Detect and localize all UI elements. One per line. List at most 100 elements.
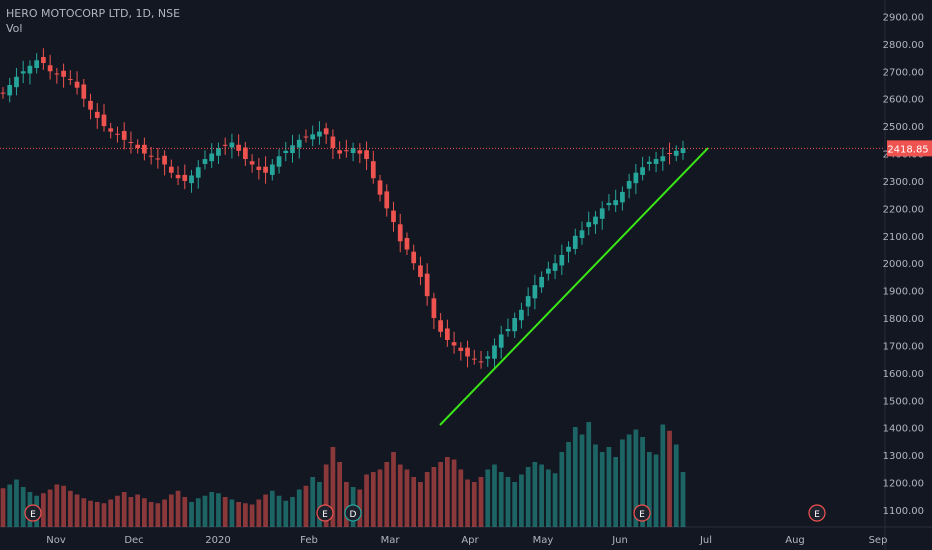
candle-body [202,159,208,164]
candle-body [216,148,221,156]
candle-body [545,268,551,274]
candle-body [620,191,625,203]
candle-body [626,180,632,189]
volume-bar [41,493,46,527]
volume-bar [606,447,612,527]
x-tick-label: Mar [381,535,401,546]
volume-bar [344,482,349,527]
candle-body [552,263,558,271]
candle-body [283,150,289,153]
candle-body [310,134,316,140]
volume-bar [445,457,450,527]
volume-label: Vol [6,22,23,35]
event-marker-e [316,504,334,522]
volume-bar [283,500,289,527]
volume-bar [680,472,686,527]
candle-body [148,155,154,157]
volume-bar [653,454,659,527]
volume-bar [81,498,87,527]
volume-bar [310,477,316,527]
last-price-badge [887,140,932,157]
candle-body [646,161,652,164]
volume-bar [74,494,80,527]
volume-bar [128,497,134,527]
candle-body [74,81,80,88]
volume-bar [458,469,464,527]
volume-bar [512,482,518,527]
volume-bar [377,469,383,527]
symbol-title: HERO MOTOCORP LTD, 1D, NSE [6,7,181,20]
candle-body [263,166,268,173]
volume-bar [115,495,120,527]
volume-bar [202,495,208,527]
candle-body [81,84,87,99]
candle-body [485,356,491,359]
candle-body [633,172,639,184]
volume-bar [243,503,248,527]
volume-bar [14,479,19,527]
volume-bar [384,462,390,527]
volume-bar [182,497,188,527]
y-tick-label: 1400.00 [883,424,924,435]
volume-bar [438,462,443,527]
y-tick-label: 2800.00 [883,40,924,51]
volume-bar [54,484,60,527]
volume-bar [559,452,565,527]
y-tick-label: 1100.00 [883,506,924,517]
x-tick-label: Aug [785,535,805,546]
candle-body [532,285,538,299]
volume-bar [505,477,511,527]
volume-bar [626,434,632,527]
volume-bar [108,499,114,527]
candle-body [195,167,201,178]
candle-body [236,144,241,151]
volume-bar [640,437,645,527]
volume-bar [673,444,679,527]
volume-bar [323,464,329,527]
candle-body [344,150,349,152]
volume-bar [7,484,13,527]
volume-bar [88,500,93,527]
volume-bar [276,495,282,527]
candle-body [142,144,147,154]
candle-body [579,230,585,238]
candle-body [525,296,531,307]
volume-bar [519,474,524,527]
candle-body [397,224,403,242]
volume-bar [229,499,235,527]
event-marker-d [344,504,362,522]
event-marker-e [633,504,651,522]
volume-bar [478,477,484,527]
candle-body [115,133,120,135]
y-tick-label: 2900.00 [883,12,924,23]
candle-body [660,156,666,162]
candle-body [276,156,282,167]
volume-bar [532,462,538,527]
volume-bar [0,488,6,527]
y-tick-label: 1500.00 [883,396,924,407]
volume-bar [539,464,544,527]
volume-bar [142,498,147,527]
y-tick-label: 1700.00 [883,341,924,352]
volume-bar [135,494,141,527]
x-tick-label: Nov [46,535,66,546]
volume-bar [579,434,585,527]
candle-body [572,235,578,249]
y-tick-label: 2200.00 [883,204,924,215]
x-tick-label: Dec [124,535,143,546]
volume-bar [61,485,66,527]
y-tick-label: 2600.00 [883,95,924,106]
candle-body [438,320,443,332]
event-marker-label: E [30,510,36,520]
candle-body [323,128,329,135]
last-price-label: 2418.85 [887,144,928,155]
volume-bar [492,464,497,527]
event-marker-label: E [814,510,820,520]
candle-body [599,208,605,219]
volume-bar [404,469,410,527]
y-tick-label: 1800.00 [883,314,924,325]
candle-body [680,148,686,153]
volume-bar [249,504,255,527]
